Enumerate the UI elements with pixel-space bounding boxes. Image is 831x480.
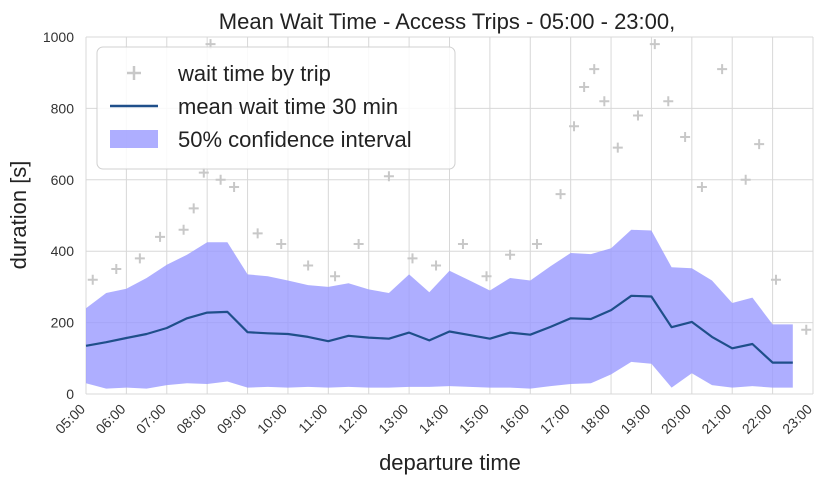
confidence-band (86, 229, 793, 389)
x-tick-label: 19:00 (617, 401, 653, 437)
confidence-band-series (86, 229, 793, 389)
legend: wait time by trip mean wait time 30 min … (96, 46, 456, 170)
x-tick-label: 20:00 (658, 401, 694, 437)
scatter-series (87, 39, 812, 335)
x-tick-label: 06:00 (92, 401, 128, 437)
scatter-point (612, 142, 623, 153)
scatter-point (87, 274, 98, 285)
scatter-point (579, 81, 590, 92)
scatter-point (770, 274, 781, 285)
scatter-point (457, 239, 468, 250)
scatter-point (663, 96, 674, 107)
scatter-point (505, 249, 516, 260)
y-tick-label: 1000 (43, 29, 74, 45)
y-tick-label: 400 (51, 243, 75, 259)
scatter-point (407, 253, 418, 264)
legend-label-scatter: wait time by trip (177, 61, 331, 86)
scatter-point (649, 39, 660, 50)
x-tick-label: 14:00 (416, 401, 452, 437)
scatter-point (555, 189, 566, 200)
chart-title: Mean Wait Time - Access Trips - 05:00 - … (219, 9, 675, 34)
x-tick-label: 10:00 (254, 401, 290, 437)
y-tick-labels: 0 200 400 600 800 1000 (43, 29, 74, 402)
mean-line-series (85, 294, 793, 364)
legend-label-mean: mean wait time 30 min (178, 94, 398, 119)
legend-frame (96, 46, 456, 170)
scatter-point (717, 64, 728, 75)
x-tick-label: 15:00 (456, 401, 492, 437)
scatter-point (155, 231, 166, 242)
scatter-point (188, 203, 199, 214)
scatter-point (276, 239, 287, 250)
x-tick-label: 12:00 (335, 401, 371, 437)
scatter-point (481, 271, 492, 282)
x-tick-label: 05:00 (52, 401, 88, 437)
mean-line (85, 294, 793, 364)
y-tick-label: 600 (51, 172, 75, 188)
x-tick-label: 16:00 (496, 401, 532, 437)
legend-band-marker (110, 130, 158, 148)
y-tick-label: 0 (66, 386, 74, 402)
scatter-point (569, 121, 580, 132)
x-tick-label: 23:00 (779, 401, 815, 437)
scatter-point (178, 224, 189, 235)
x-tick-label: 11:00 (295, 401, 331, 437)
scatter-point (330, 271, 341, 282)
x-tick-labels: 05:00 06:00 07:00 08:00 09:00 10:00 11:00 12:00… (52, 401, 815, 437)
scatter-point (353, 239, 364, 250)
x-tick-label: 08:00 (173, 401, 209, 437)
x-tick-label: 21:00 (698, 401, 734, 437)
scatter-point (229, 181, 240, 192)
scatter-point (680, 131, 691, 142)
scatter-point (383, 171, 394, 182)
scatter-point (431, 260, 442, 271)
scatter-point (111, 264, 122, 275)
x-tick-label: 18:00 (577, 401, 613, 437)
x-tick-label: 09:00 (214, 401, 250, 437)
scatter-point (215, 174, 226, 185)
scatter-point (696, 181, 707, 192)
x-tick-label: 13:00 (375, 401, 411, 437)
scatter-point (589, 64, 600, 75)
scatter-point (599, 96, 610, 107)
scatter-point (754, 139, 765, 150)
scatter-point (740, 174, 751, 185)
scatter-point (303, 260, 314, 271)
scatter-point (532, 239, 543, 250)
scatter-point (252, 228, 263, 239)
scatter-point (632, 110, 643, 121)
legend-scatter-marker (127, 66, 141, 80)
y-tick-label: 200 (51, 315, 75, 331)
y-tick-label: 800 (51, 100, 75, 116)
legend-label-band: 50% confidence interval (178, 127, 412, 152)
x-tick-label: 22:00 (739, 401, 775, 437)
scatter-point (801, 324, 812, 335)
x-tick-label: 17:00 (537, 401, 573, 437)
x-tick-label: 07:00 (133, 401, 169, 437)
scatter-point (134, 253, 145, 264)
y-axis-label: duration [s] (6, 161, 31, 270)
x-axis-label: departure time (379, 450, 521, 475)
